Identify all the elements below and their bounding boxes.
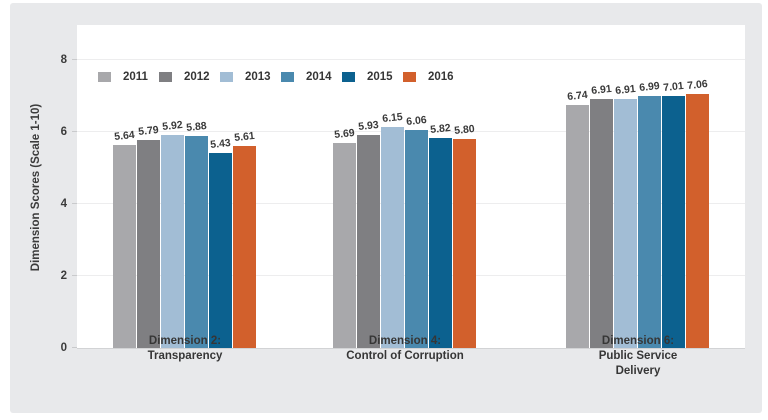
y-tick-label-2: 2 [60,270,67,282]
bar-value-label: 5.88 [185,120,208,135]
x-category-label-line: Delivery [615,365,661,377]
bar-2014-group1 [185,136,208,348]
bar-2015-group1 [209,152,232,348]
y-tick-label-4: 4 [60,198,67,210]
bar-2016-group2 [453,139,476,348]
bar-2013-group2 [381,126,404,348]
legend-label-2014: 2014 [306,71,332,83]
x-category-label-line: Dimension 4: [368,335,442,347]
x-category-label-3: Dimension 6: Public Service Delivery [558,334,718,379]
x-category-label-line: Public Service [598,350,678,362]
bar-2012-group3 [590,99,613,348]
bar-2011-group2 [333,143,356,348]
legend-label-2012: 2012 [184,71,210,83]
bar-2013-group3 [614,99,637,348]
bar-2015-group3 [662,95,685,348]
bar-2016-group3 [686,93,709,348]
legend-label-2016: 2016 [428,71,454,83]
x-category-label-line: Dimension 6: [601,335,675,347]
legend-item-2011: 2011 [98,71,150,83]
bar-group-3: 6.74 6.91 6.91 6.99 7.01 7.06 [566,25,710,348]
legend-item-2016: 2016 [403,71,455,83]
bar-2011-group1 [113,144,136,348]
legend-item-2014: 2014 [281,71,333,83]
legend-swatch-2012 [159,72,172,82]
legend-label-2015: 2015 [367,71,393,83]
y-tick-mark-6 [72,131,77,132]
legend-swatch-2015 [342,72,355,82]
legend-swatch-2016 [403,72,416,82]
y-tick-mark-0 [72,347,77,348]
bar-value-label: 5.61 [233,130,256,145]
bar-group-1: 5.64 5.79 5.92 5.88 5.43 5.61 [113,25,257,348]
x-category-label-line: Dimension 2: [148,335,222,347]
y-tick-label-6: 6 [60,126,67,138]
bar-2014-group2 [405,129,428,348]
legend-label-2011: 2011 [123,71,148,83]
x-category-label-1: Dimension 2: Transparency [105,334,265,364]
y-tick-mark-2 [72,275,77,276]
gridline-8 [77,59,745,60]
bar-value-label: 5.80 [453,123,476,138]
bar-2011-group3 [566,105,589,348]
plot-area: 0 2 4 6 8 2011 2012 2013 2014 2015 2016 5.64 5.79 5… [61,25,745,354]
bar-group-2: 5.69 5.93 6.15 6.06 5.82 5.80 [333,25,477,348]
y-tick-mark-8 [72,59,77,60]
legend-swatch-2013 [220,72,233,82]
y-tick-mark-4 [72,203,77,204]
bar-2014-group3 [638,96,661,348]
bar-2016-group1 [233,146,256,348]
chart-card: Dimension Scores (Scale 1-10) 0 2 4 6 8 2011… [10,3,762,413]
legend-label-2013: 2013 [245,71,271,83]
bar-2012-group1 [137,139,160,348]
legend-item-2015: 2015 [342,71,394,83]
x-category-label-line: Control of Corruption [346,350,464,362]
legend-item-2012: 2012 [159,71,211,83]
x-category-label-2: Dimension 4: Control of Corruption [325,334,485,364]
legend-swatch-2014 [281,72,294,82]
bar-2013-group1 [161,134,184,348]
y-axis-title: Dimension Scores (Scale 1-10) [30,103,42,272]
bar-value-label: 7.06 [686,77,709,92]
bar-2012-group2 [357,134,380,348]
bar-2015-group2 [429,138,452,348]
legend-item-2013: 2013 [220,71,272,83]
y-tick-label-8: 8 [60,54,67,66]
legend: 2011 2012 2013 2014 2015 2016 [98,71,464,83]
x-category-label-line: Transparency [147,350,223,362]
legend-swatch-2011 [98,72,111,82]
y-tick-label-0: 0 [60,342,67,354]
